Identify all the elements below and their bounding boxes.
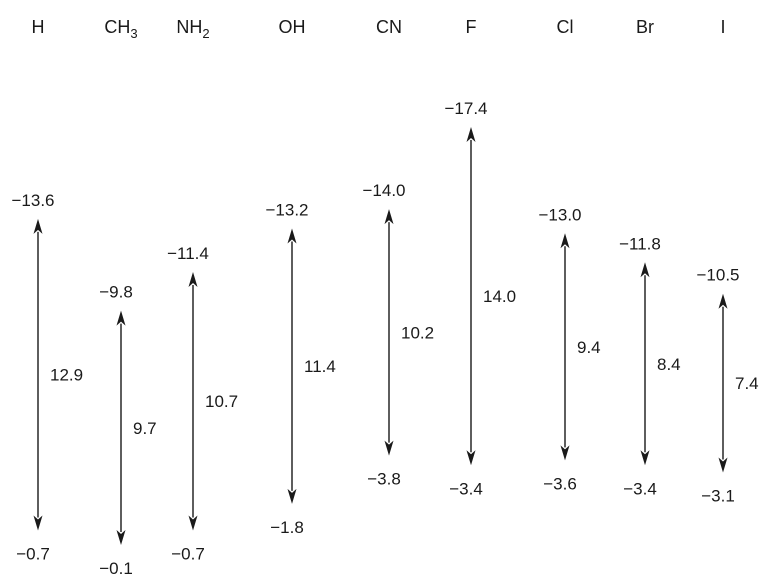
difference-label: 10.2 xyxy=(401,323,434,342)
category-label: Cl xyxy=(557,17,574,37)
category-label-subscript: 3 xyxy=(130,26,137,41)
category-label: H xyxy=(32,17,45,37)
energy-gap-arrow xyxy=(640,262,650,466)
arrow-head-up xyxy=(33,218,43,234)
difference-label: 14.0 xyxy=(483,287,516,306)
category-label: CH3 xyxy=(104,17,137,41)
category-label-main: Cl xyxy=(557,17,574,37)
difference-label: 8.4 xyxy=(657,355,681,374)
energy-gap-arrow xyxy=(33,218,43,531)
category-label-main: CN xyxy=(376,17,402,37)
arrow-head-up xyxy=(188,271,198,287)
arrow-head-down xyxy=(640,450,650,466)
arrow-head-up xyxy=(560,233,570,249)
bottom-value-label: −0.7 xyxy=(171,545,205,564)
difference-label: 10.7 xyxy=(205,392,238,411)
bottom-value-label: −3.4 xyxy=(449,479,483,498)
arrow-head-up xyxy=(384,209,394,225)
category-label: OH xyxy=(279,17,306,37)
energy-gap-arrow xyxy=(560,233,570,461)
bottom-value-label: −3.1 xyxy=(701,487,735,506)
arrow-head-up xyxy=(640,262,650,278)
difference-label: 12.9 xyxy=(50,366,83,385)
energy-gap-arrow xyxy=(384,209,394,456)
category-header: H CH3 NH2 OH CN F Cl Br I xyxy=(32,17,726,41)
difference-label: 9.7 xyxy=(133,419,157,438)
category-label-main: Br xyxy=(636,17,654,37)
arrow-head-down xyxy=(560,445,570,461)
top-value-label: −13.6 xyxy=(11,191,54,210)
energy-gap-arrow xyxy=(287,228,297,504)
energy-gap-arrow xyxy=(466,127,476,466)
bottom-value-label: −1.8 xyxy=(270,518,304,537)
difference-label: 7.4 xyxy=(735,374,759,393)
arrow-head-up xyxy=(466,127,476,142)
top-value-label: −17.4 xyxy=(444,99,487,118)
arrow-head-up xyxy=(718,293,728,309)
arrow-head-up xyxy=(287,228,297,244)
arrow-head-down xyxy=(466,450,476,466)
energy-gap-arrow xyxy=(718,293,728,473)
top-value-label: −13.0 xyxy=(538,205,581,224)
arrow-head-down xyxy=(33,515,43,531)
category-label-main: CH xyxy=(104,17,130,37)
arrow-head-down xyxy=(287,488,297,504)
top-value-label: −9.8 xyxy=(99,283,133,302)
category-label-main: F xyxy=(466,17,477,37)
arrow-head-down xyxy=(384,440,394,456)
difference-label: 9.4 xyxy=(577,338,601,357)
arrow-head-up xyxy=(116,310,126,326)
category-label-main: NH xyxy=(176,17,202,37)
category-label-subscript: 2 xyxy=(202,26,209,41)
energy-gap-arrow xyxy=(116,310,126,545)
top-value-label: −11.4 xyxy=(167,244,209,263)
category-label: I xyxy=(720,17,725,37)
top-value-label: −11.8 xyxy=(619,234,661,253)
category-label-main: I xyxy=(720,17,725,37)
bottom-value-label: −3.6 xyxy=(543,474,577,493)
category-label: F xyxy=(466,17,477,37)
energy-gap-arrow xyxy=(188,271,198,531)
category-label: Br xyxy=(636,17,654,37)
arrow-head-down xyxy=(718,457,728,473)
bottom-value-label: −3.8 xyxy=(367,470,401,489)
bottom-value-label: −0.7 xyxy=(16,545,50,564)
category-label-main: H xyxy=(32,17,45,37)
arrow-layer xyxy=(33,127,728,545)
bottom-value-label: −0.1 xyxy=(99,559,133,578)
arrow-head-down xyxy=(188,515,198,531)
category-label-main: OH xyxy=(279,17,306,37)
top-value-label: −10.5 xyxy=(696,266,739,285)
top-value-label: −13.2 xyxy=(265,200,308,219)
arrow-head-down xyxy=(116,530,126,545)
bottom-value-label: −3.4 xyxy=(623,479,657,498)
difference-label: 11.4 xyxy=(304,357,336,376)
value-label-layer: −13.6 −0.7 12.9 −9.8 −0.1 9.7 −11.4 −0.7 10.7 −13… xyxy=(11,99,758,578)
category-label: NH2 xyxy=(176,17,209,41)
category-label: CN xyxy=(376,17,402,37)
top-value-label: −14.0 xyxy=(362,181,405,200)
